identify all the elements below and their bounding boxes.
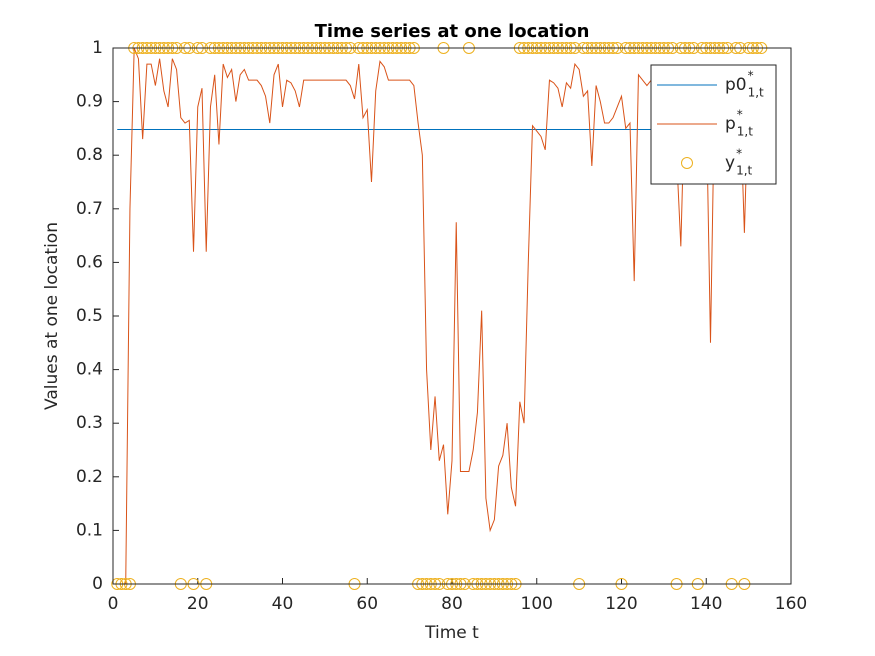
legend-sup: * (736, 147, 742, 161)
y-tick-label: 0.8 (76, 145, 103, 165)
legend-name: p0 (725, 75, 747, 95)
x-tick-label: 40 (272, 594, 294, 614)
x-tick-label: 20 (187, 594, 209, 614)
y-tick-label: 0.2 (76, 467, 103, 487)
legend-sub: 1,t (737, 125, 753, 139)
y-tick-label: 0.6 (76, 252, 103, 272)
x-tick-label: 160 (775, 594, 807, 614)
legend-sub: 1,t (736, 164, 752, 178)
y-tick-label: 0.3 (76, 413, 103, 433)
x-tick-label: 80 (441, 594, 463, 614)
legend-name: y (725, 153, 735, 173)
legend: p0 *1,tp *1,ty *1,t (650, 64, 777, 185)
y-tick-label: 0.4 (76, 360, 103, 380)
legend-sup: * (737, 108, 743, 122)
y-tick-label: 1 (92, 38, 103, 58)
legend-label: y (725, 153, 735, 173)
y-tick-label: 0 (92, 574, 103, 594)
legend-name: p (725, 114, 736, 134)
y-tick-label: 0.7 (76, 199, 103, 219)
y-tick-label: 0.5 (76, 306, 103, 326)
axes-layer: 0 20 40 60 80 100 120 140 160 0 0.1 0.2 0.3 0.4 0.5 0.6… (76, 38, 807, 614)
legend-label: p (725, 114, 736, 134)
x-axis-label: Time t (424, 623, 479, 643)
legend-sub: 1,t (748, 86, 764, 100)
x-tick-label: 100 (521, 594, 553, 614)
y-tick-label: 0.9 (76, 92, 103, 112)
y-axis-label: Values at one location (42, 222, 62, 410)
x-tick-label: 120 (605, 594, 637, 614)
legend-label: p0 (725, 75, 747, 95)
x-tick-label: 0 (108, 594, 119, 614)
legend-marker (681, 157, 693, 169)
legend-sup: * (748, 69, 754, 83)
axes-box (112, 47, 792, 585)
x-tick-label: 60 (356, 594, 378, 614)
chart-title: Time series at one location (315, 21, 590, 42)
y-tick-label: 0.1 (76, 520, 103, 540)
x-tick-label: 140 (690, 594, 722, 614)
